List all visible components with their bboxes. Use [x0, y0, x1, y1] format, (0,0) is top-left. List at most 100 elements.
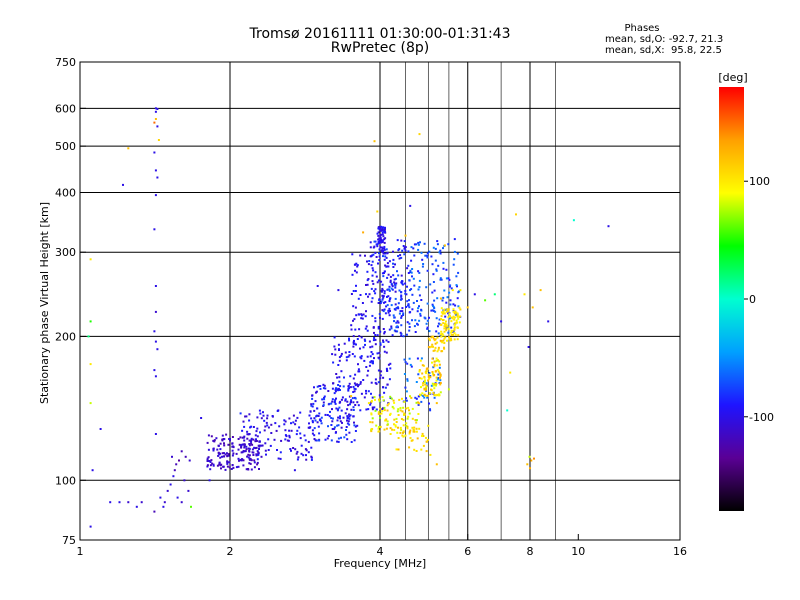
data-point — [404, 249, 407, 252]
data-point — [388, 328, 391, 331]
data-point — [448, 291, 451, 294]
data-point — [390, 325, 393, 328]
data-point — [396, 320, 399, 323]
data-point — [348, 382, 351, 385]
plot-area: 1 2 4 6 8 10 16 750 600 500 400 300 200 100 75 — [55, 56, 687, 558]
data-point — [338, 380, 341, 383]
data-point — [333, 400, 336, 403]
data-point — [222, 455, 225, 458]
data-point — [420, 251, 423, 254]
data-point — [375, 256, 378, 258]
data-point — [439, 323, 442, 326]
data-point — [456, 252, 459, 255]
data-point — [406, 427, 409, 430]
data-point — [408, 306, 411, 309]
data-point — [333, 392, 336, 395]
data-point — [404, 361, 407, 364]
data-point — [347, 355, 350, 358]
data-point — [366, 374, 369, 377]
data-point — [409, 437, 412, 439]
x-tick-label: 8 — [527, 545, 534, 558]
data-point — [421, 435, 423, 437]
data-point — [348, 431, 351, 434]
data-point — [374, 334, 377, 336]
data-point — [219, 442, 222, 445]
data-point — [352, 319, 354, 322]
data-point — [354, 430, 357, 432]
data-point — [437, 332, 440, 335]
data-point — [334, 353, 337, 356]
data-point — [353, 342, 356, 345]
data-point — [454, 304, 457, 307]
data-point — [417, 413, 420, 415]
data-point — [431, 371, 434, 373]
data-point — [331, 428, 334, 430]
data-point — [247, 447, 250, 450]
data-point — [269, 444, 272, 447]
data-point — [423, 381, 426, 384]
data-point — [343, 436, 346, 439]
data-point — [364, 343, 366, 346]
data-point — [352, 345, 355, 348]
data-point — [370, 381, 373, 384]
data-point — [376, 232, 379, 235]
data-point — [421, 392, 424, 395]
data-point — [452, 308, 455, 311]
data-point — [365, 392, 368, 395]
data-point — [310, 417, 313, 420]
data-point — [395, 417, 398, 420]
data-point — [310, 458, 313, 461]
data-point — [382, 252, 385, 255]
data-point — [400, 298, 403, 301]
data-point — [341, 421, 343, 424]
data-point — [417, 373, 420, 376]
data-point — [360, 313, 363, 316]
data-point — [396, 410, 399, 413]
data-point — [370, 300, 373, 303]
data-point — [374, 343, 377, 346]
y-tick-label: 400 — [55, 186, 76, 199]
data-point — [437, 359, 439, 362]
data-point — [379, 343, 382, 346]
data-point — [448, 337, 451, 340]
data-point — [331, 420, 334, 423]
data-point — [337, 364, 340, 366]
data-point — [258, 409, 261, 412]
data-point — [235, 466, 238, 469]
data-point — [405, 422, 408, 425]
data-point — [547, 320, 550, 323]
data-point — [352, 377, 355, 380]
data-point — [297, 456, 300, 459]
data-point — [439, 382, 442, 384]
data-point — [356, 338, 359, 340]
data-point — [436, 240, 439, 243]
data-point — [410, 365, 413, 368]
data-point — [228, 466, 231, 469]
data-point — [381, 317, 384, 320]
data-point — [390, 282, 393, 285]
data-point — [342, 416, 345, 419]
data-point — [217, 454, 220, 457]
data-point — [439, 383, 442, 386]
data-point — [208, 479, 211, 482]
data-point — [422, 435, 425, 437]
data-point — [381, 287, 384, 290]
data-point — [242, 450, 245, 452]
data-point — [374, 251, 377, 254]
data-point — [381, 298, 384, 301]
data-point — [408, 279, 411, 282]
data-point — [446, 325, 449, 328]
data-point — [221, 438, 224, 441]
data-point — [337, 289, 340, 292]
data-point — [275, 429, 278, 432]
data-point — [418, 427, 421, 430]
data-point — [372, 253, 375, 256]
data-point — [377, 427, 380, 430]
data-point — [381, 408, 384, 411]
data-point — [438, 372, 441, 375]
data-point — [426, 252, 429, 255]
data-point — [230, 468, 233, 470]
data-point — [412, 247, 415, 250]
data-point — [417, 401, 420, 404]
data-point — [340, 426, 343, 429]
